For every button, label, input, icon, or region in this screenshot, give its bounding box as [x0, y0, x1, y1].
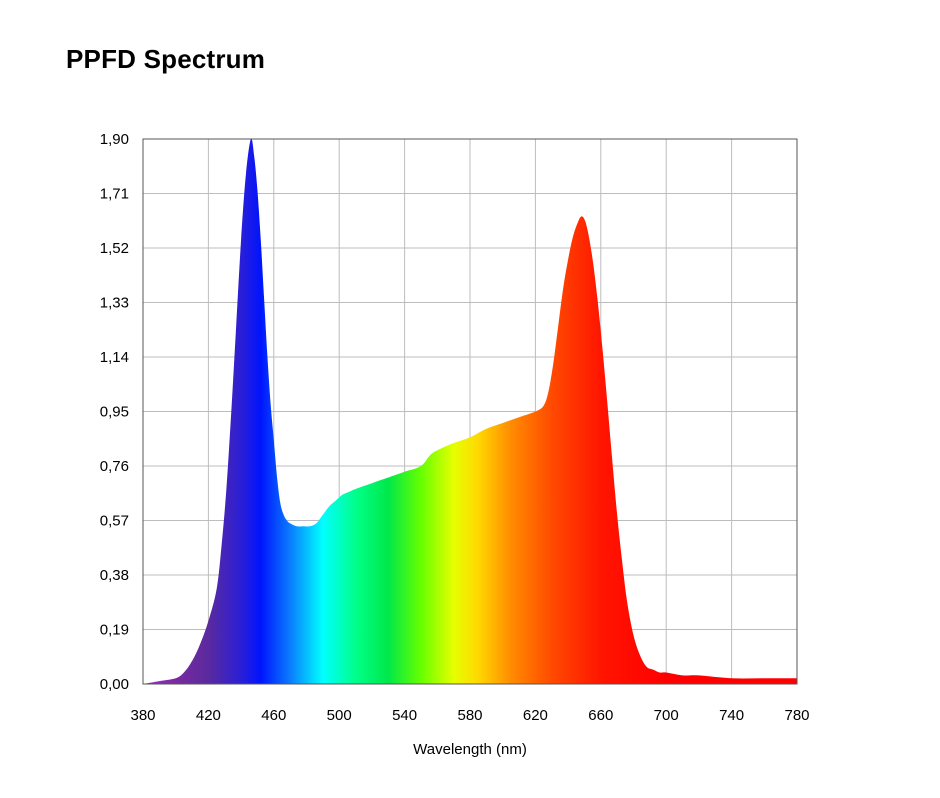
y-tick-labels: 0,00 0,19 0,38 0,57 0,76 0,95 1,14 1,33 1,52 1,71…	[100, 131, 129, 693]
y-tick-label: 0,76	[100, 458, 129, 475]
x-tick-label: 380	[130, 707, 155, 724]
chart-title: PPFD Spectrum	[66, 44, 266, 74]
y-tick-label: 1,71	[100, 186, 129, 203]
y-tick-label: 1,14	[100, 349, 129, 366]
x-tick-label: 780	[784, 707, 809, 724]
x-tick-label: 740	[719, 707, 744, 724]
x-tick-labels: 380 420 460 500 540 580 620 660 700 740 780	[130, 707, 809, 724]
y-tick-label: 1,90	[100, 131, 129, 148]
x-tick-label: 580	[457, 707, 482, 724]
x-axis-title: Wavelength (nm)	[413, 741, 527, 758]
x-tick-label: 620	[523, 707, 548, 724]
y-tick-label: 0,95	[100, 404, 129, 421]
y-tick-label: 1,52	[100, 240, 129, 257]
y-tick-label: 0,00	[100, 676, 129, 693]
x-tick-label: 700	[654, 707, 679, 724]
x-tick-label: 420	[196, 707, 221, 724]
y-tick-label: 0,57	[100, 513, 129, 530]
x-tick-label: 500	[327, 707, 352, 724]
spectrum-area	[143, 138, 797, 684]
plot-frame	[142, 138, 798, 685]
x-tick-label: 660	[588, 707, 613, 724]
y-tick-label: 0,19	[100, 622, 129, 639]
y-tick-label: 0,38	[100, 567, 129, 584]
x-tick-label: 540	[392, 707, 417, 724]
x-tick-label: 460	[261, 707, 286, 724]
y-tick-label: 1,33	[100, 295, 129, 312]
